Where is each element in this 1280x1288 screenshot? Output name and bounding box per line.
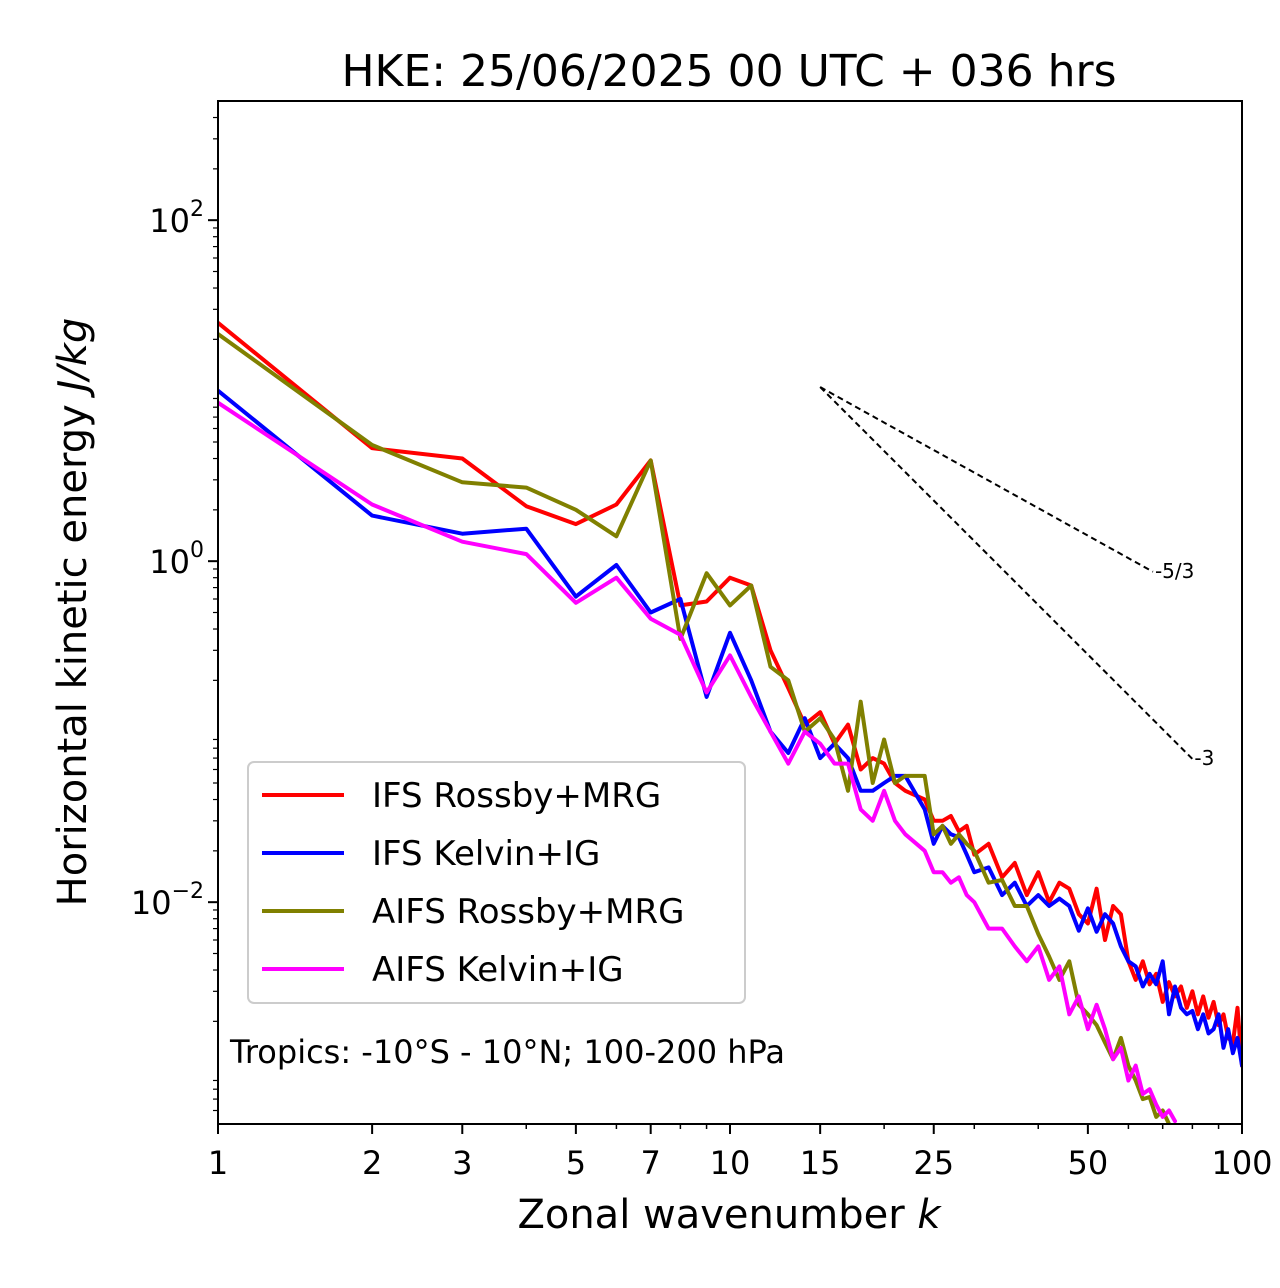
legend: IFS Rossby+MRG IFS Kelvin+IG AIFS Rossby+M… [247,761,746,1004]
legend-frame [247,761,746,1004]
series-line [218,388,1242,1068]
x-axis-label: Zonal wavenumber k [517,1192,942,1238]
x-tick-label: 1 [208,1144,228,1182]
x-tick-label: 100 [1211,1144,1272,1182]
y-tick-label: 102 [149,197,204,240]
series-line [218,400,1177,1124]
region-annotation: Tropics: -10°S - 10°N; 100-200 hPa [229,1033,785,1071]
reference-slope-label: -3 [1194,746,1214,770]
legend-entries: IFS Rossby+MRG IFS Kelvin+IG AIFS Rossby+M… [262,776,684,990]
reference-slope-layer [819,386,1194,760]
series-line [218,332,1171,1124]
x-tick-label: 15 [800,1144,841,1182]
chart-title: HKE: 25/06/2025 00 UTC + 036 hrs [341,46,1116,97]
x-tick-label: 50 [1068,1144,1109,1182]
y-axis-ticks: 102 100 10−2 [131,116,218,1112]
reference-slope-label: -5/3 [1155,559,1194,583]
x-tick-label: 2 [362,1144,382,1182]
y-tick-label: 100 [149,538,204,581]
x-tick-label: 25 [913,1144,954,1182]
legend-label: IFS Kelvin+IG [372,834,600,874]
y-tick-label: 10−2 [131,879,204,922]
legend-label: IFS Rossby+MRG [372,776,661,816]
x-tick-label: 10 [710,1144,751,1182]
x-tick-label: 7 [641,1144,661,1182]
reference-slope-line [819,386,1154,573]
legend-label: AIFS Rossby+MRG [372,892,684,932]
reference-slope-line [819,386,1194,760]
series-layer [218,320,1242,1124]
reference-slope-labels: -5/3 -3 [1155,559,1214,770]
x-tick-label: 3 [452,1144,472,1182]
x-tick-label: 5 [566,1144,586,1182]
x-axis-ticks: 1 2 3 5 7 10 15 25 50 100 [208,1124,1273,1182]
legend-label: AIFS Kelvin+IG [372,950,624,990]
y-axis-label: Horizontal kinetic energy J/kg [50,318,96,907]
